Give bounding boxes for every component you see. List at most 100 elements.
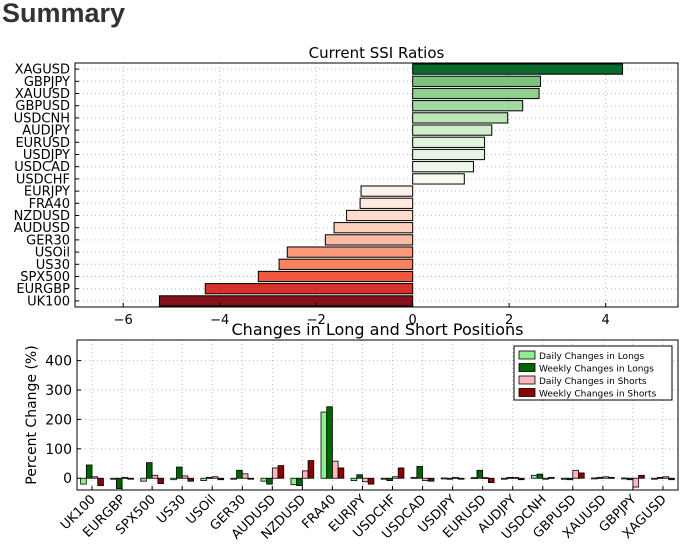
- y-tick-label: 100: [45, 442, 72, 458]
- bar: [476, 469, 484, 479]
- bar: [662, 476, 670, 479]
- bar: [422, 477, 429, 481]
- bar: [187, 477, 194, 482]
- bar: [392, 476, 399, 479]
- bar: [412, 100, 524, 112]
- bar: [457, 477, 465, 480]
- bar: [530, 474, 538, 479]
- category-label: SPX500: [20, 270, 70, 285]
- bar: [236, 469, 243, 479]
- bar: [206, 476, 213, 479]
- bar: [115, 477, 123, 489]
- x-tick-label: −2: [307, 313, 326, 328]
- bar: [656, 476, 664, 479]
- bar: [362, 477, 369, 483]
- bar: [482, 477, 489, 480]
- bar: [412, 148, 486, 161]
- bar: [176, 466, 183, 479]
- bar: [412, 112, 509, 124]
- bar: [296, 477, 303, 486]
- bar: [230, 477, 237, 480]
- bar: [578, 472, 585, 479]
- category-label: US30: [154, 492, 189, 527]
- bar: [632, 477, 640, 488]
- category-label: GBPJPY: [24, 75, 70, 90]
- bar: [621, 477, 628, 480]
- bar: [320, 411, 328, 479]
- bar: [260, 477, 268, 482]
- bar: [412, 75, 542, 87]
- bar: [500, 477, 508, 480]
- bar: [518, 477, 525, 481]
- plot-frame: [76, 339, 679, 491]
- bar: [333, 222, 414, 234]
- bar: [110, 477, 117, 480]
- legend-label: Weekly Changes in Shorts: [539, 390, 657, 400]
- bar: [271, 467, 279, 479]
- bar: [80, 477, 87, 485]
- category-label: UK100: [27, 294, 70, 309]
- category-label: XAUUSD: [15, 87, 70, 102]
- bar: [337, 467, 345, 479]
- bar: [97, 477, 104, 486]
- legend-label: Daily Changes in Longs: [539, 352, 644, 362]
- bar: [157, 477, 164, 484]
- x-tick-label: −4: [210, 313, 229, 328]
- bar: [548, 476, 555, 479]
- bar: [602, 476, 609, 479]
- bar: [566, 477, 574, 481]
- page-title: Summary: [2, 0, 126, 28]
- legend-label: Weekly Changes in Longs: [539, 365, 654, 375]
- bar: [412, 63, 624, 75]
- bar: [608, 476, 615, 479]
- bar: [127, 477, 134, 480]
- bar: [487, 477, 495, 484]
- bar: [151, 474, 159, 479]
- bar: [651, 477, 658, 480]
- y-tick-label: 200: [45, 412, 72, 428]
- bar: [380, 477, 388, 480]
- bar: [278, 258, 414, 270]
- bar: [412, 173, 465, 185]
- category-label: USDCAD: [14, 160, 70, 175]
- bar: [360, 185, 414, 197]
- bar: [241, 473, 249, 479]
- y-tick-label: 400: [45, 354, 72, 370]
- bar: [367, 477, 375, 485]
- y-tick-label: 0: [63, 471, 72, 487]
- category-label: GBPUSD: [15, 99, 70, 114]
- category-label: GER30: [26, 233, 70, 248]
- bar: [286, 246, 414, 258]
- bar: [158, 295, 414, 307]
- bar: [668, 477, 675, 481]
- bar: [412, 124, 493, 136]
- plot-frame: [74, 62, 679, 308]
- bar: [452, 476, 459, 479]
- bar: [412, 87, 540, 100]
- bar: [572, 469, 579, 479]
- category-label: EURGBP: [16, 282, 70, 297]
- bar: [204, 283, 414, 295]
- bar: [397, 467, 405, 479]
- category-label: US30: [36, 258, 70, 273]
- x-tick-label: 4: [601, 313, 609, 328]
- category-label: EURUSD: [15, 136, 70, 151]
- bar: [596, 476, 604, 479]
- bar: [446, 477, 454, 480]
- x-tick-label: 2: [505, 313, 513, 328]
- bar: [536, 473, 544, 479]
- bar: [326, 406, 333, 479]
- legend-swatch: [518, 375, 536, 385]
- bar: [247, 477, 255, 480]
- bar: [277, 465, 285, 479]
- bar: [561, 477, 568, 480]
- category-label: AUDUSD: [14, 221, 70, 236]
- legend-label: Daily Changes in Shorts: [539, 377, 647, 387]
- bar: [181, 475, 189, 479]
- legend-swatch: [518, 350, 536, 360]
- bar: [324, 234, 414, 246]
- bar: [412, 136, 486, 148]
- y-tick-label: 300: [45, 383, 72, 399]
